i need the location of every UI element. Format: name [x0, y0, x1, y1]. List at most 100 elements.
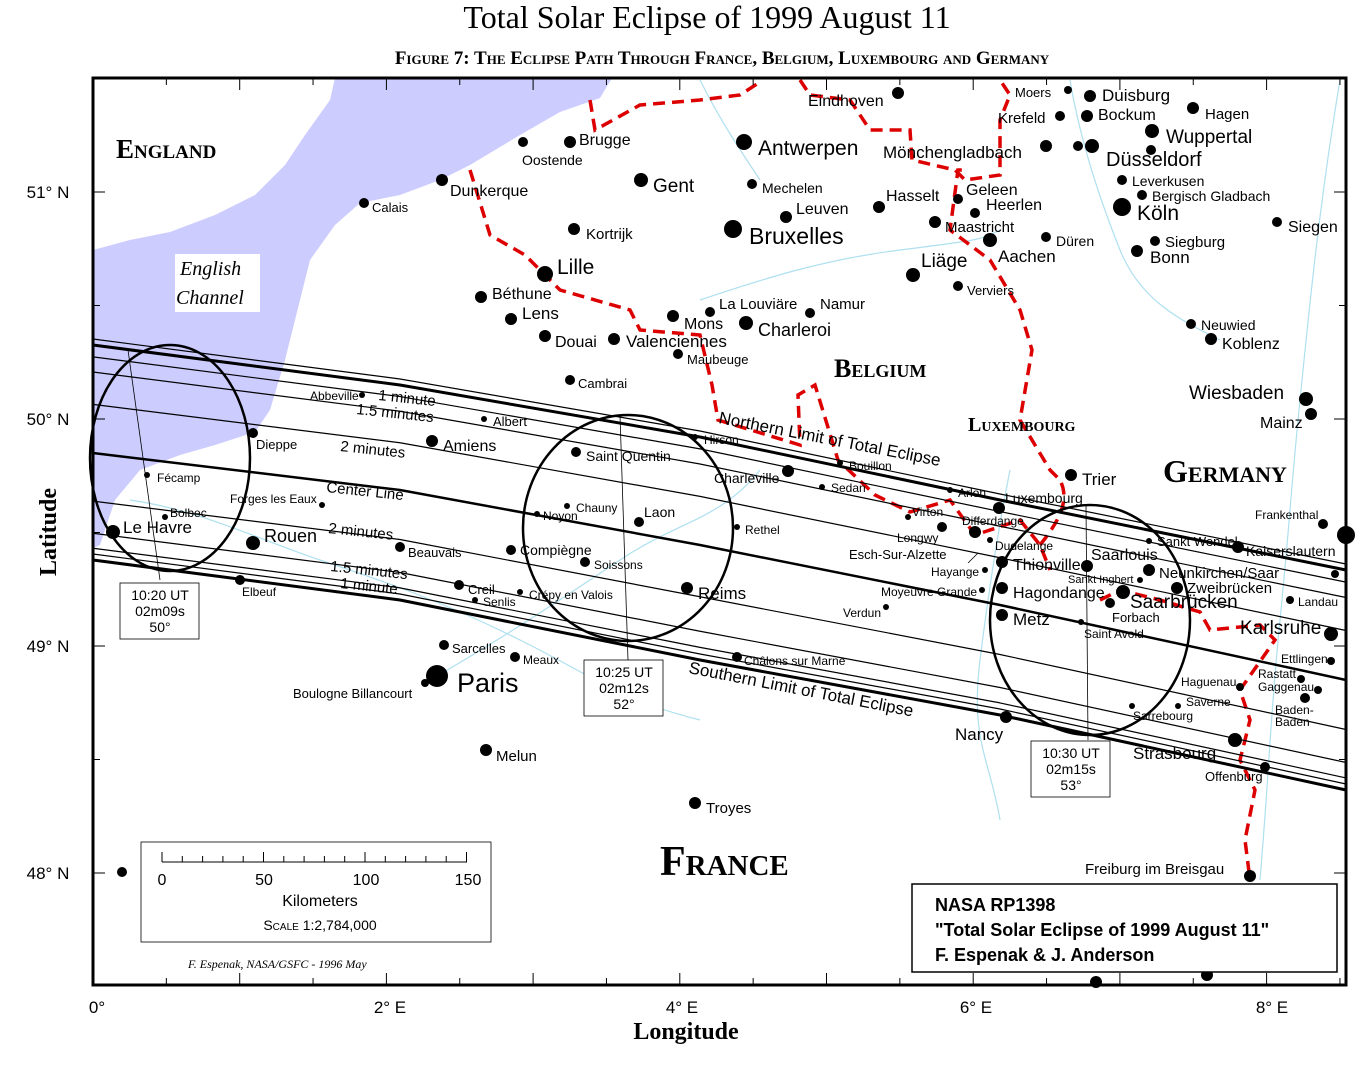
city: Creil	[454, 580, 495, 597]
time-box-duration: 02m09s	[135, 603, 185, 619]
city: Beauvais	[395, 542, 462, 560]
city-dot	[571, 447, 581, 457]
time-box-time: 10:20 UT	[131, 587, 189, 603]
city: Gent	[634, 173, 695, 197]
city-label: Fécamp	[157, 471, 201, 485]
city-label: Düsseldorf	[1106, 149, 1202, 171]
region-germany: Germany	[1163, 453, 1287, 489]
south-2min-line	[92, 500, 1347, 731]
city: Eindhoven	[808, 87, 904, 110]
city: Rethel	[734, 523, 780, 537]
city: Virton	[905, 505, 943, 520]
city-label: Crépy en Valois	[529, 588, 613, 602]
city-dot	[996, 582, 1008, 594]
city: Maubeuge	[673, 349, 748, 367]
city-dot	[906, 268, 920, 282]
region-labels: England English Channel Belgium Luxembou…	[116, 134, 1287, 885]
city-label: Hagen	[1205, 106, 1249, 123]
northern-limit-inner	[92, 338, 1347, 565]
city: Paris	[426, 665, 519, 698]
city-label: La Louviäre	[719, 296, 797, 313]
city-label: Heerlen	[986, 197, 1042, 214]
city: Chauny	[564, 501, 617, 515]
city-label: Liäge	[921, 251, 968, 272]
city-dot	[426, 665, 448, 687]
city: Verviers	[953, 281, 1014, 298]
city-label: Gent	[653, 176, 695, 197]
city-dot	[1305, 408, 1317, 420]
city: Bergisch Gladbach	[1137, 188, 1270, 204]
north-1min-line	[92, 356, 1347, 583]
city: Forges les Eaux	[230, 492, 325, 508]
city-dot	[1260, 762, 1270, 772]
label-north-2min: 2 minutes	[340, 438, 406, 462]
city-label: Maastricht	[945, 219, 1015, 236]
time-box-duration: 02m15s	[1046, 761, 1096, 777]
city-label: Offenburg	[1205, 769, 1263, 784]
city: Dudelange	[987, 537, 1053, 553]
city-label: Neunkirchen/Saar	[1159, 565, 1279, 582]
region-channel-1: English	[179, 258, 241, 280]
city: Kortrijk	[568, 223, 633, 243]
city-dot	[1236, 683, 1244, 691]
city-dot	[747, 179, 757, 189]
city: Wuppertal	[1145, 124, 1252, 148]
city: Hagen	[1187, 102, 1249, 123]
lat-tick-labels: 51° N 50° N 49° N 48° N	[27, 183, 70, 883]
city-dot	[359, 198, 369, 208]
city-label: Sarcelles	[452, 641, 506, 656]
city: Fécamp	[144, 471, 201, 485]
city-label: Hayange	[931, 565, 979, 579]
city-dot	[246, 536, 260, 550]
city-dot	[1055, 111, 1065, 121]
scale-tick-0: 0	[158, 872, 167, 889]
city: Wiesbaden	[1189, 383, 1313, 406]
city-dot	[144, 472, 150, 478]
city-label: Verviers	[967, 283, 1014, 298]
city-dot	[505, 313, 517, 325]
city-label: Bonn	[1150, 248, 1190, 267]
city-dot	[564, 503, 570, 509]
lon-tick: 0°	[89, 998, 105, 1017]
city: Metz	[996, 609, 1050, 629]
city: Hasselt	[873, 188, 940, 213]
eclipse-path-lines	[92, 338, 1347, 792]
city: Douai	[539, 330, 597, 351]
city: Leuven	[780, 201, 849, 223]
map-subtitle: Figure 7: The Eclipse Path Through Franc…	[395, 48, 1050, 69]
city-label: Chauny	[576, 501, 617, 515]
city: Melun	[480, 744, 537, 765]
city: Bockum	[1081, 107, 1156, 124]
city-dot	[421, 679, 429, 687]
city-dot	[692, 434, 698, 440]
city: La Louviäre	[705, 296, 797, 317]
signature: F. Espenak, NASA/GSFC - 1996 May	[187, 957, 367, 971]
city: Charleville	[714, 465, 794, 486]
city-label: Le Havre	[123, 518, 192, 537]
city-label: Nancy	[955, 725, 1004, 744]
city-label: Paris	[457, 668, 519, 698]
city-dot	[106, 525, 120, 539]
city-dot	[953, 194, 963, 204]
city-label: Mons	[684, 316, 723, 333]
city-label: Saarlouis	[1091, 547, 1158, 564]
city-label: Sedan	[831, 481, 866, 495]
city-dot	[667, 310, 679, 322]
city-label: Trier	[1082, 470, 1117, 489]
city: Saarlouis	[1081, 547, 1158, 572]
rivers	[129, 79, 1341, 881]
city-dot	[1314, 686, 1322, 694]
city: Rouen	[246, 526, 317, 550]
city: Mechelen	[747, 179, 823, 196]
city-label: Rastatt	[1258, 667, 1297, 681]
city: Saarbrücken	[1116, 585, 1238, 613]
city: Verdun	[843, 604, 889, 620]
city: Hagondange	[996, 582, 1105, 602]
city: Düsseldorf	[1085, 139, 1202, 171]
city: Dunkerque	[436, 174, 528, 200]
city: Liäge	[906, 251, 968, 282]
city: Ettlingen	[1281, 652, 1335, 666]
city-dot	[565, 375, 575, 385]
city: Châlons sur Marne	[732, 652, 846, 668]
